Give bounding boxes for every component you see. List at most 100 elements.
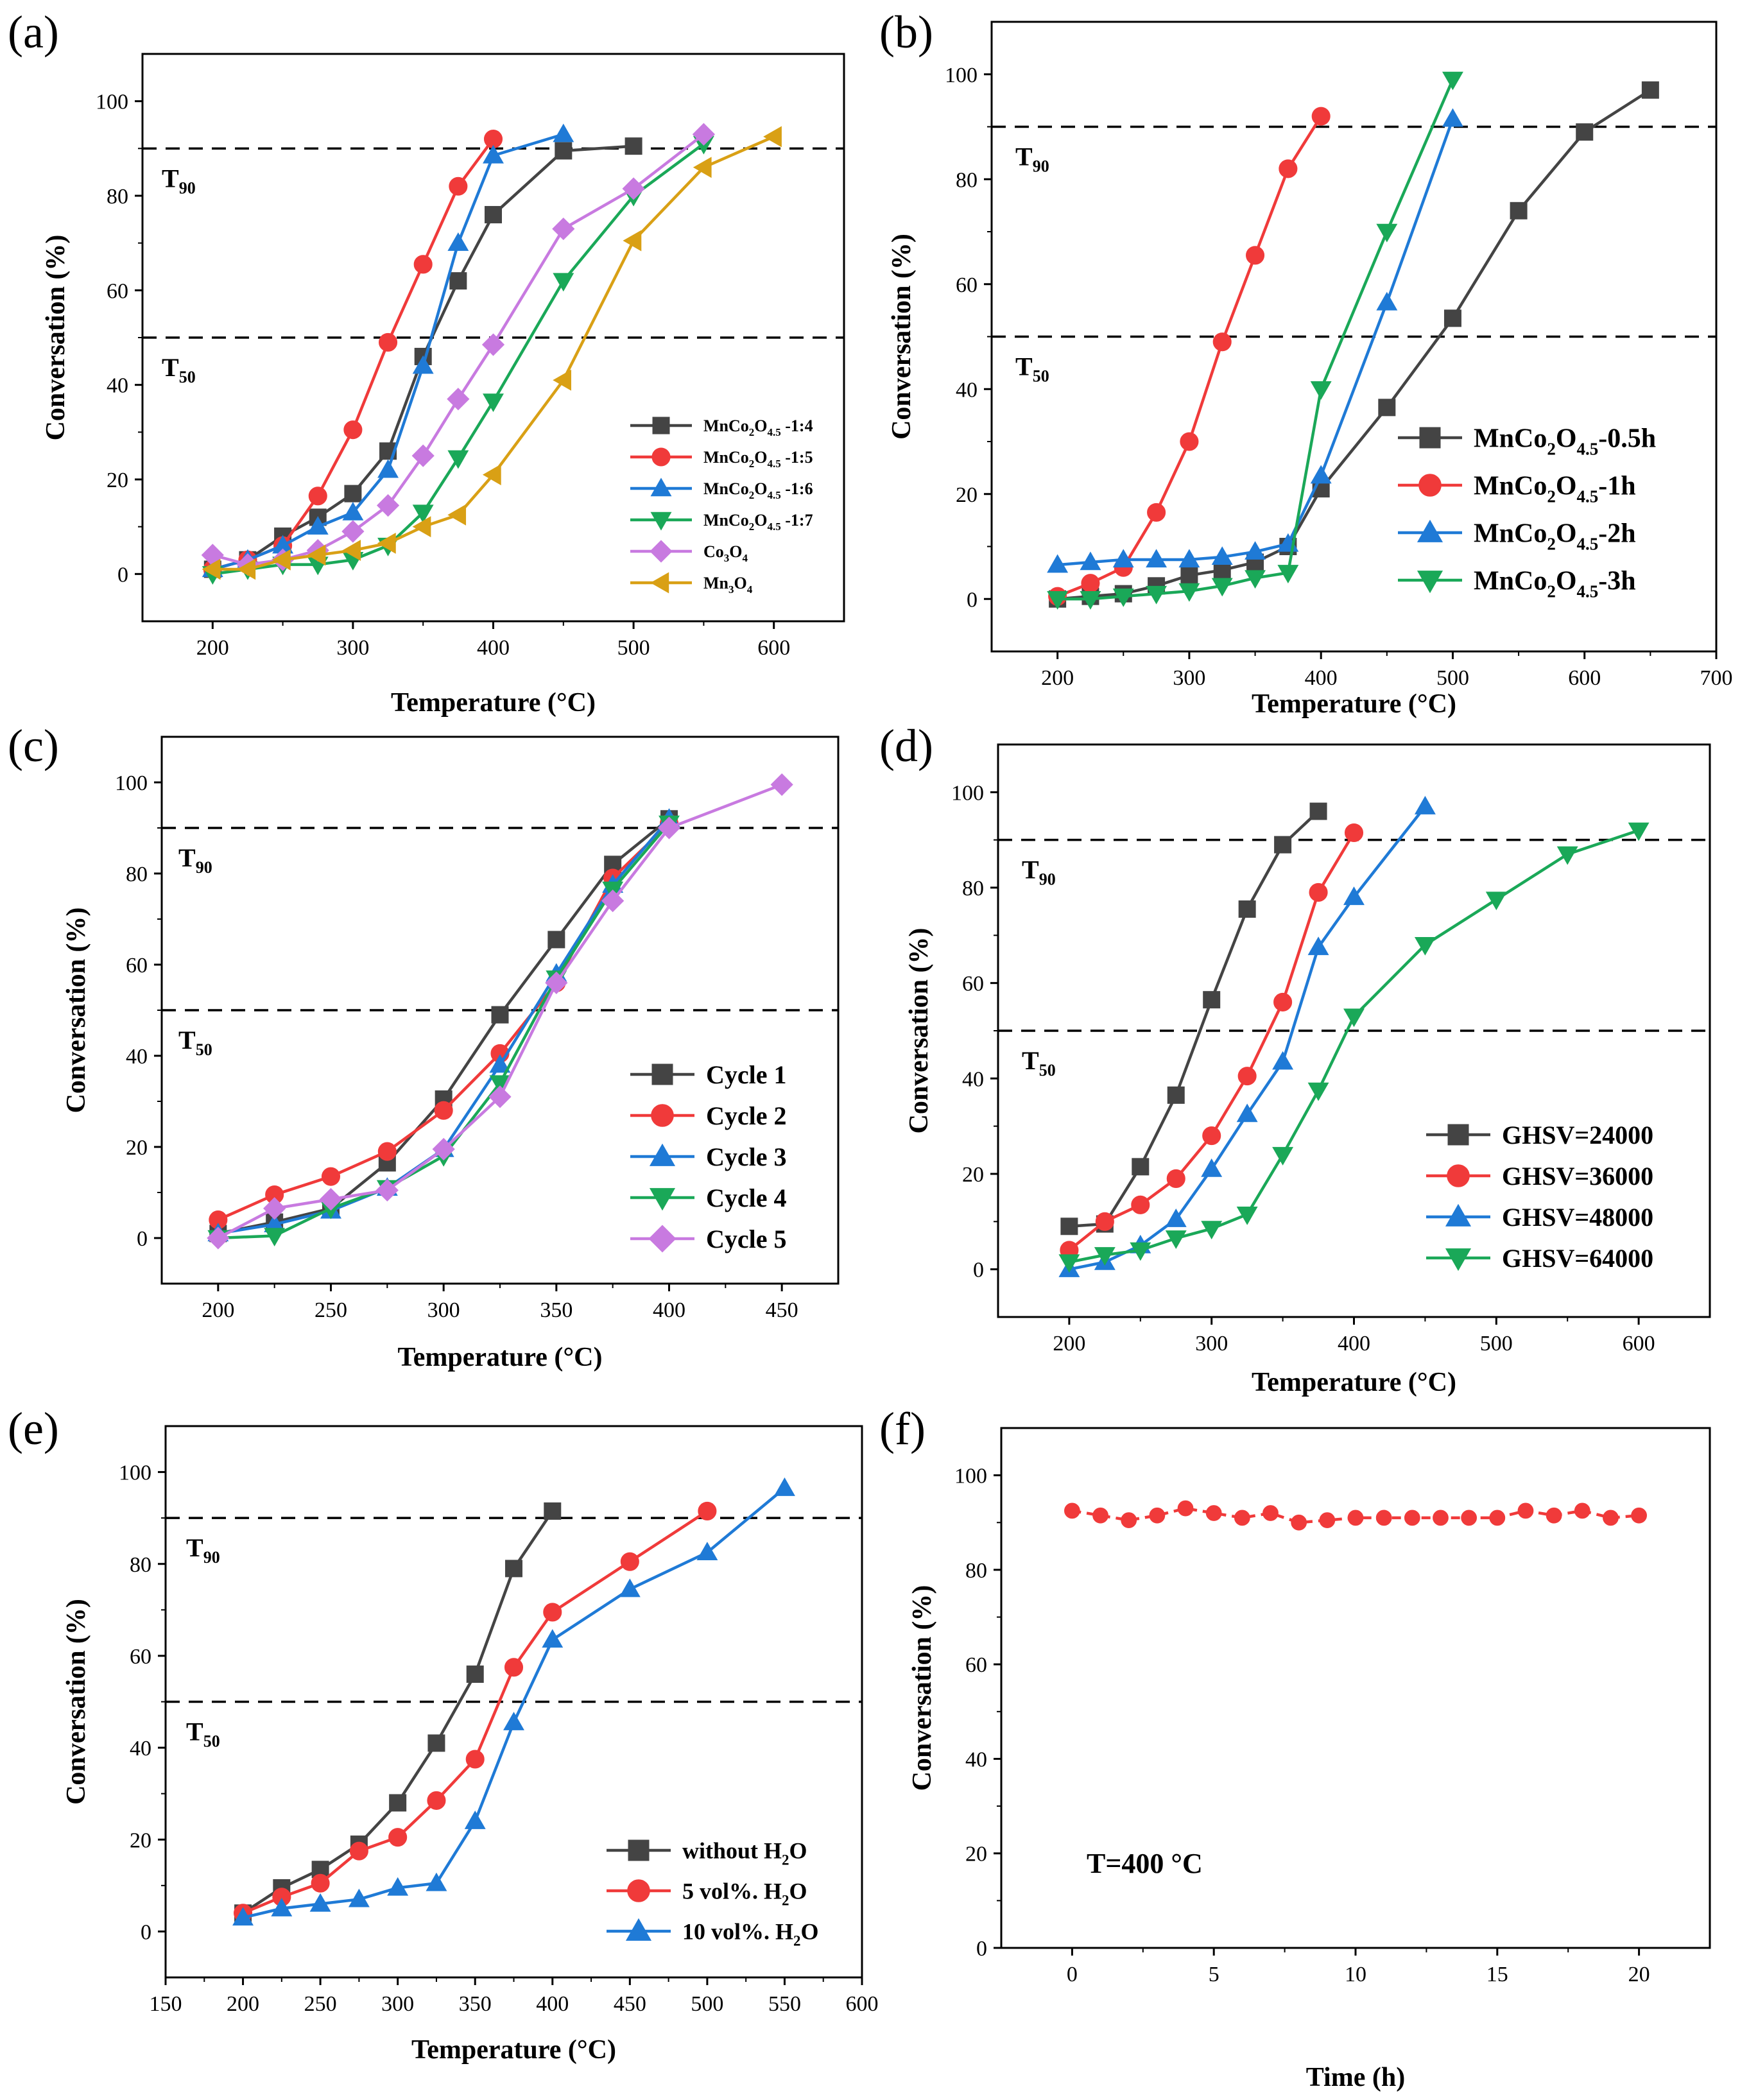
data-point: [1201, 1221, 1223, 1240]
legend-subscript: 2: [1547, 487, 1556, 506]
data-point: [387, 1877, 409, 1896]
data-point: [447, 388, 470, 411]
y-tick-label: 20: [962, 1163, 984, 1187]
series-0: [234, 1502, 562, 1922]
data-point: [601, 889, 625, 913]
panel-label: (f): [879, 1403, 926, 1454]
data-point: [491, 1006, 509, 1024]
legend-subscript: 2: [1547, 582, 1556, 601]
legend-text-part: GHSV=24000: [1502, 1121, 1653, 1149]
series-line: [1057, 118, 1454, 567]
data-point: [1238, 900, 1256, 918]
x-axis-title: Temperature (°C): [1252, 1368, 1456, 1397]
series-5: [202, 126, 782, 580]
data-point: [1202, 1126, 1221, 1146]
data-point: [553, 273, 574, 292]
series-line: [212, 133, 564, 571]
data-point: [426, 1872, 447, 1891]
data-point: [1047, 554, 1069, 573]
data-point: [1180, 432, 1199, 451]
x-tick-label: 600: [1623, 1332, 1655, 1356]
y-tick-label: 40: [956, 378, 978, 402]
data-point: [773, 1477, 795, 1496]
data-point: [1180, 566, 1198, 584]
reference-label-t50: T50: [1015, 352, 1049, 386]
legend-subscript: 2: [749, 489, 755, 501]
legend-label: MnCo2O4.5-2h: [1474, 519, 1636, 554]
data-point: [1414, 796, 1436, 814]
reference-label-sub: 50: [196, 1040, 212, 1059]
legend-text-part: without H: [682, 1838, 782, 1864]
x-tick-label: 600: [846, 1992, 879, 2016]
reference-label-t90: T90: [162, 164, 196, 197]
x-tick-label: 300: [427, 1298, 460, 1322]
legend-text-part: 10 vol%. H: [682, 1919, 793, 1945]
legend-label: GHSV=36000: [1502, 1162, 1653, 1191]
data-point: [1404, 1510, 1420, 1526]
reference-label-t50: T50: [1022, 1046, 1056, 1080]
data-point: [202, 558, 221, 580]
data-point: [1347, 1510, 1364, 1526]
data-point: [1546, 1507, 1562, 1524]
legend-text-part: MnCo: [703, 417, 749, 435]
data-point: [1461, 1510, 1478, 1526]
reference-label-t90: T90: [1022, 856, 1056, 889]
data-point: [692, 123, 716, 146]
legend-text-part: Cycle 5: [706, 1225, 787, 1253]
legend-marker: [652, 417, 670, 435]
legend-marker: [1447, 1124, 1469, 1146]
data-point: [1201, 1158, 1223, 1177]
legend-text-part: -1:7: [781, 511, 813, 529]
legend-label: Cycle 3: [706, 1142, 787, 1171]
data-point: [447, 232, 469, 251]
series-1: [234, 1501, 717, 1923]
legend-text-part: Mn: [703, 574, 729, 592]
legend-label: Cycle 5: [706, 1225, 787, 1253]
data-point: [1178, 549, 1200, 568]
data-point: [1574, 1502, 1590, 1519]
data-point: [553, 369, 571, 391]
data-point: [1344, 823, 1364, 843]
data-point: [504, 1658, 524, 1677]
data-point: [1064, 1502, 1080, 1519]
series-line: [1056, 115, 1323, 598]
x-tick-label: 20: [1628, 1963, 1650, 1986]
series-line: [218, 818, 670, 1235]
legend-subscript: 2: [749, 458, 755, 470]
legend-label: MnCo2O4.5-0.5h: [1474, 424, 1656, 459]
legend-text-part: -0.5h: [1598, 424, 1656, 454]
panel-label: (e): [8, 1403, 59, 1454]
y-tick-label: 80: [130, 1553, 151, 1577]
series-0: [1060, 802, 1327, 1235]
chart-panel-e: (e)150 200 250 300 350 400 450 500 550 6000204060…: [8, 1403, 879, 2065]
data-point: [1146, 549, 1167, 568]
series-line: [1069, 810, 1320, 1228]
x-tick-label: 600: [1568, 666, 1601, 690]
x-tick-label: 700: [1700, 666, 1733, 690]
data-point: [1245, 541, 1266, 560]
reference-label-sub: 90: [196, 858, 212, 877]
legend-text-part: O: [729, 542, 742, 561]
data-point: [763, 126, 782, 148]
legend-label: MnCo2O4.5 -1:4: [703, 417, 813, 438]
panel-label: (a): [8, 6, 59, 58]
data-point: [413, 255, 433, 274]
data-point: [388, 1828, 408, 1847]
legend-label: GHSV=64000: [1502, 1244, 1653, 1273]
data-point: [542, 1629, 564, 1648]
data-point: [1311, 107, 1331, 126]
data-point: [482, 464, 501, 486]
reference-label-t90: T90: [1015, 142, 1049, 176]
y-tick-label: 0: [137, 1227, 148, 1251]
data-point: [1094, 1247, 1116, 1266]
series-1: [1060, 823, 1364, 1260]
data-point: [1442, 71, 1463, 90]
x-tick-label: 600: [757, 636, 790, 660]
data-point: [544, 1502, 562, 1520]
legend-subscript: 3: [724, 552, 730, 564]
data-point: [1165, 1209, 1187, 1227]
data-point: [307, 544, 326, 566]
legend-subscript: 4: [743, 552, 748, 564]
x-tick-label: 250: [314, 1298, 347, 1322]
legend-marker: [650, 512, 672, 531]
